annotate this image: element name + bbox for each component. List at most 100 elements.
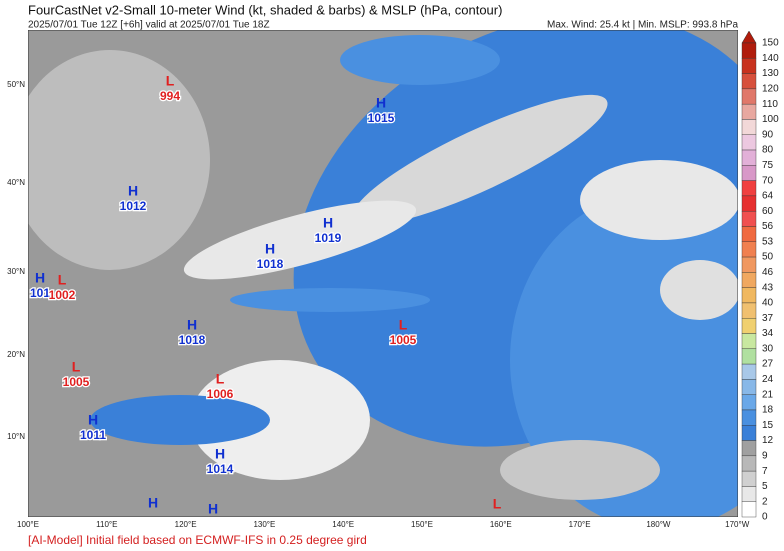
lon-label: 150°E	[411, 520, 433, 529]
colorbar-swatch	[741, 318, 757, 334]
lon-label: 120°E	[175, 520, 197, 529]
center-value: 1002	[49, 288, 76, 302]
title: FourCastNet v2-Small 10-meter Wind (kt, …	[28, 2, 502, 17]
colorbar-label: 56	[762, 221, 774, 232]
colorbar-swatch	[741, 379, 757, 395]
colorbar-swatch	[741, 226, 757, 242]
stats: Max. Wind: 25.4 kt | Min. MSLP: 993.8 hP…	[547, 20, 738, 31]
colorbar-label: 50	[762, 252, 774, 263]
colorbar-swatch	[741, 440, 757, 457]
center-letter: L	[493, 496, 502, 512]
map-field	[28, 30, 738, 517]
colorbar-swatch	[741, 119, 757, 135]
colorbar-swatch	[741, 195, 757, 212]
colorbar-label: 5	[762, 481, 768, 492]
center-letter: H	[215, 446, 225, 462]
center-letter: H	[376, 95, 386, 111]
center-letter: L	[216, 371, 225, 387]
colorbar-label: 130	[762, 68, 779, 79]
colorbar-label: 27	[762, 359, 774, 370]
colorbar-swatch	[741, 394, 757, 411]
colorbar-swatch	[741, 272, 757, 288]
lat-label: 40°N	[7, 178, 25, 187]
lon-label: 170°W	[725, 520, 750, 529]
center-letter: H	[265, 241, 275, 257]
center-letter: H	[323, 215, 333, 231]
center-value: 1015	[368, 111, 395, 125]
colorbar-label: 64	[762, 191, 774, 202]
lat-label: 50°N	[7, 80, 25, 89]
colorbar-swatch	[741, 134, 757, 151]
center-letter: L	[58, 272, 67, 288]
lon-label: 170°E	[569, 520, 591, 529]
lon-label: 160°E	[490, 520, 512, 529]
lon-label: 100°E	[17, 520, 39, 529]
center-value: 1018	[257, 257, 284, 271]
colorbar-label: 21	[762, 389, 774, 400]
colorbar-swatch	[741, 333, 757, 350]
lon-label: 110°E	[96, 520, 117, 529]
colorbar-swatch	[741, 425, 757, 441]
colorbar-swatch	[741, 348, 757, 365]
center-value: 1005	[63, 375, 90, 389]
center-letter: H	[35, 270, 45, 286]
colorbar-swatch	[741, 241, 757, 258]
lat-label: 10°N	[7, 432, 25, 441]
colorbar-label: 53	[762, 236, 774, 247]
center-letter: H	[187, 317, 197, 333]
colorbar-swatch	[741, 486, 757, 502]
colorbar-swatch	[741, 210, 757, 227]
colorbar-label: 46	[762, 267, 774, 278]
colorbar-swatch	[741, 58, 757, 74]
center-letter: H	[208, 501, 218, 517]
center-value: 1014	[207, 462, 234, 476]
center-letter: L	[166, 73, 175, 89]
colorbar-label: 9	[762, 450, 768, 461]
colorbar-swatch	[741, 302, 757, 319]
colorbar-label: 150	[762, 38, 779, 49]
colorbar-arrow	[741, 30, 757, 44]
center-value: 1019	[315, 231, 342, 245]
colorbar-swatch	[741, 42, 757, 59]
colorbar-swatch	[741, 287, 757, 304]
colorbar-label: 80	[762, 145, 774, 156]
colorbar-label: 43	[762, 282, 774, 293]
colorbar-label: 110	[762, 99, 778, 110]
colorbar-swatch	[741, 256, 757, 273]
center-value: 1006	[207, 387, 234, 401]
colorbar-label: 70	[762, 175, 774, 186]
colorbar-label: 15	[762, 420, 774, 431]
colorbar-label: 30	[762, 343, 774, 354]
colorbar-label: 75	[762, 160, 774, 171]
colorbar-swatch	[741, 455, 757, 472]
colorbar-label: 120	[762, 84, 779, 95]
center-value: 1012	[120, 199, 147, 213]
colorbar-label: 100	[762, 114, 779, 125]
colorbar-label: 37	[762, 313, 774, 324]
colorbar-label: 60	[762, 206, 774, 217]
footer: [AI-Model] Initial field based on ECMWF-…	[28, 533, 367, 547]
lat-label: 20°N	[7, 350, 25, 359]
center-value: 101	[30, 286, 50, 300]
lat-label: 30°N	[7, 267, 25, 276]
colorbar-label: 2	[762, 496, 768, 507]
center-value: 1011	[80, 428, 106, 442]
colorbar-label: 140	[762, 53, 779, 64]
colorbar-swatch	[741, 501, 757, 518]
colorbar-swatch	[741, 409, 757, 426]
colorbar-label: 40	[762, 298, 774, 309]
colorbar-swatch	[741, 363, 757, 380]
lon-label: 130°E	[253, 520, 275, 529]
colorbar-swatch	[741, 88, 757, 105]
colorbar-swatch	[741, 470, 757, 487]
colorbar-swatch	[741, 180, 757, 197]
colorbar-label: 0	[762, 512, 768, 523]
center-letter: L	[399, 317, 408, 333]
center-value: 994	[160, 89, 180, 103]
colorbar-label: 34	[762, 328, 774, 339]
colorbar-label: 12	[762, 435, 774, 446]
lon-label: 140°E	[332, 520, 354, 529]
colorbar-swatch	[741, 103, 757, 120]
center-value: 1005	[390, 333, 417, 347]
